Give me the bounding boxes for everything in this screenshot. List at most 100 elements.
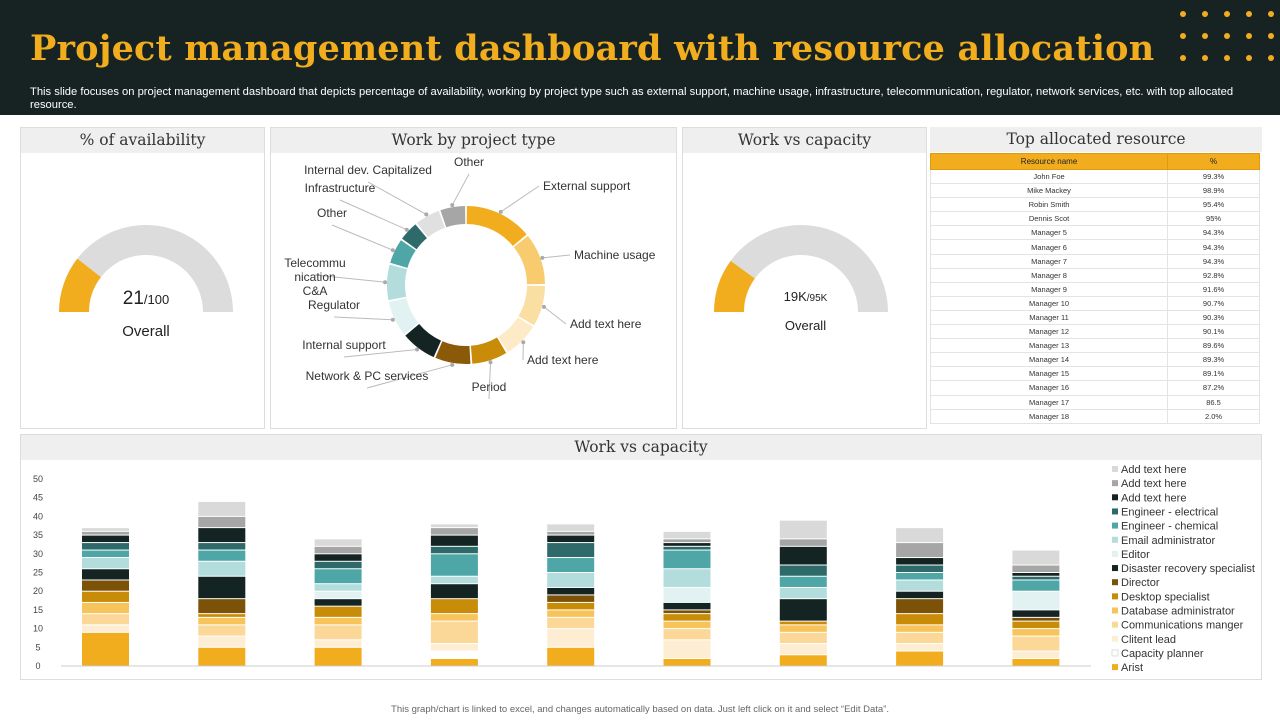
bar-segment (314, 539, 362, 546)
resource-percent-cell: 86.5 (1167, 394, 1260, 410)
donut-slice (435, 341, 471, 364)
bar-segment (663, 539, 711, 543)
availability-value: 21/100 (21, 288, 271, 310)
resource-name-cell: Manager 14 (929, 352, 1169, 368)
bar-segment (82, 535, 129, 543)
donut-leader-dot (450, 362, 455, 367)
bar-segment (198, 501, 246, 516)
bar-segment (198, 550, 246, 561)
resource-row: Robin Smith 95.4% (929, 197, 1260, 213)
legend-swatch (1112, 621, 1118, 628)
resource-row: Manager 13 89.6% (929, 338, 1260, 354)
bar-segment (314, 584, 362, 591)
donut-leader-line (339, 199, 408, 231)
donut-leader-line (366, 364, 453, 389)
resource-name-cell: John Foe (929, 168, 1169, 185)
bar-segment (82, 625, 129, 632)
legend-label: Communications manger (1121, 620, 1244, 632)
donut-slice (470, 337, 507, 364)
donut-leader-dot (541, 304, 546, 309)
resource-name-cell: Manager 6 (929, 239, 1169, 255)
bar-segment (547, 558, 595, 572)
donut-label: Internal support (302, 338, 386, 352)
bar-segment (430, 528, 478, 535)
bar-segment (779, 539, 827, 546)
bar-segment (547, 531, 595, 535)
availability-number: 21 (122, 288, 144, 309)
resource-row: Manager 11 90.3% (929, 309, 1260, 326)
bar-segment (547, 610, 595, 617)
resource-name-cell: Manager 8 (929, 267, 1169, 283)
donut-slice (498, 317, 534, 353)
stack-chart-panel: Work vs capacity 0 5 10 15 20 25 30 35 40 45 50 Add… (20, 434, 1262, 680)
availability-total: /100 (143, 292, 170, 307)
bar-segment (430, 524, 478, 528)
bar-segment (314, 569, 362, 584)
bar-segment (198, 647, 246, 666)
bar-segment (198, 516, 246, 528)
donut-label: Infrastructure (305, 181, 376, 195)
bar-segment (82, 614, 129, 625)
legend-label: Database administrator (1121, 606, 1235, 618)
donut-label: Period (472, 380, 507, 394)
capacity-label: Overall (784, 318, 827, 333)
header-banner: Project management dashboard with resour… (0, 0, 1280, 115)
bar-segment (1012, 610, 1060, 617)
capacity-gauge (714, 225, 888, 312)
legend-swatch (1112, 607, 1118, 614)
bar-segment (663, 629, 711, 640)
resource-row: Dennis Scot 95% (929, 211, 1260, 227)
resource-row: Manager 16 87.2% (929, 380, 1260, 396)
legend-swatch (1112, 522, 1118, 529)
donut-leader-dot (488, 360, 493, 365)
bar-segment (1012, 591, 1060, 610)
donut-label: Machine usage (574, 248, 656, 262)
bar-segment (547, 647, 595, 666)
bar-segment (896, 543, 944, 558)
resource-percent-cell: 95% (1167, 211, 1260, 227)
bar-segment (1012, 636, 1060, 651)
donut-label: Add text here (527, 353, 599, 367)
y-tick-label: 20 (33, 586, 43, 596)
bar-segment (430, 599, 478, 614)
legend-swatch (1112, 593, 1118, 600)
capacity-panel: Work vs capacity 19K/95K Overall (682, 127, 927, 429)
y-tick-label: 5 (35, 642, 40, 652)
resource-row: Manager 15 89.1% (929, 366, 1260, 382)
bar-segment (663, 546, 711, 550)
resource-percent-cell: 99.3% (1167, 168, 1260, 185)
resource-percent-cell: 94.3% (1167, 225, 1260, 241)
donut-slice (390, 240, 416, 268)
bar-segment (1012, 651, 1060, 659)
bar-segment (896, 644, 944, 651)
resource-name-cell: Manager 7 (929, 253, 1169, 269)
resource-percent-cell: 90.7% (1167, 295, 1260, 311)
donut-leader-dot (404, 227, 409, 232)
resource-name-cell: Manager 10 (929, 295, 1169, 311)
bar-segment (663, 659, 711, 666)
legend-label: Email administrator (1121, 535, 1215, 547)
bar-segment (430, 621, 478, 644)
bar-segment (1012, 573, 1060, 576)
bar-segment (82, 528, 129, 531)
resource-row: Mike Mackey 98.9% (929, 183, 1260, 199)
bar-segment (82, 591, 129, 602)
bar-segment (430, 644, 478, 651)
legend-label: Engineer - electrical (1121, 506, 1218, 518)
bar-segment (198, 617, 246, 625)
bar-segment (896, 625, 944, 632)
resource-percent-cell: 92.8% (1167, 267, 1260, 283)
bar-segment (198, 561, 246, 576)
bar-segment (198, 576, 246, 599)
legend-swatch (1112, 550, 1118, 557)
bar-segment (663, 614, 711, 621)
capacity-remaining-arc (730, 225, 888, 312)
bar-segment (314, 554, 362, 561)
donut-label: Internal dev. Capitalized (304, 163, 432, 177)
resource-row: Manager 10 90.7% (929, 295, 1260, 311)
resource-percent-cell: 94.3% (1167, 253, 1260, 269)
bar-segment (547, 602, 595, 610)
donut-label: Telecommu nication C&A (284, 256, 345, 298)
legend-label: Arist (1121, 662, 1143, 674)
resource-percent-header: % (1167, 153, 1260, 170)
